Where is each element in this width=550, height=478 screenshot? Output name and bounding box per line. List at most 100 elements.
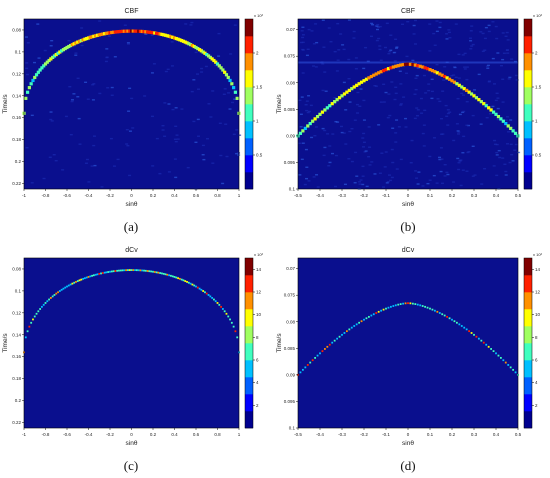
curve-point <box>58 50 62 54</box>
noise-cell <box>25 62 29 64</box>
noise-cell <box>424 92 428 94</box>
noise-cell <box>465 66 469 68</box>
curve-point <box>455 82 459 86</box>
noise-cell <box>503 163 507 165</box>
noise-cell <box>397 126 401 128</box>
curve-point <box>129 29 134 33</box>
curve-point <box>450 79 454 83</box>
colorbar-segment <box>524 121 532 139</box>
y-tick-label: 0.2 <box>15 398 22 403</box>
curve-point <box>124 29 128 33</box>
noise-cell <box>368 164 372 166</box>
noise-cell <box>393 60 397 62</box>
noise-cell <box>471 145 475 147</box>
noise-cell <box>91 99 95 101</box>
colorbar-segment <box>245 70 253 88</box>
noise-cell <box>170 65 174 67</box>
noise-cell <box>465 78 469 81</box>
noise-cell <box>465 170 469 172</box>
curve-point <box>513 131 518 135</box>
noise-cell <box>352 37 356 39</box>
noise-cell <box>192 120 196 123</box>
noise-cell <box>501 78 505 80</box>
noise-cell <box>315 174 319 176</box>
curve-point <box>203 51 207 55</box>
noise-cell <box>481 50 485 53</box>
noise-cell <box>450 74 454 77</box>
curve-point <box>380 309 383 312</box>
caption-d: (d) <box>400 458 416 473</box>
noise-cell <box>171 108 175 111</box>
curve-point <box>127 269 129 272</box>
colorbar-segment <box>524 53 532 71</box>
noise-cell <box>76 96 80 98</box>
curve-point <box>504 361 507 364</box>
curve-point <box>198 287 201 290</box>
noise-cell <box>485 65 489 67</box>
y-axis-label: Time/s <box>276 333 283 353</box>
curve-point <box>75 280 77 283</box>
noise-cell <box>36 23 40 25</box>
curve-point <box>506 124 510 128</box>
noise-cell <box>514 143 518 146</box>
curve-point <box>180 278 183 281</box>
curve-point <box>58 290 61 292</box>
noise-cell <box>370 161 374 163</box>
curve-point <box>174 36 178 41</box>
curve-point <box>73 281 76 284</box>
noise-cell <box>364 46 368 49</box>
noise-cell <box>484 26 488 29</box>
noise-cell <box>354 151 358 154</box>
noise-cell <box>453 66 457 69</box>
y-tick-label: 0.08 <box>286 319 295 324</box>
curve-point <box>61 48 66 52</box>
curve-point <box>91 274 93 277</box>
noise-cell <box>67 39 71 42</box>
curve-point <box>51 55 55 59</box>
noise-cell <box>458 113 462 116</box>
curve-point <box>34 73 39 77</box>
curve-point <box>33 75 37 80</box>
noise-cell <box>405 72 409 74</box>
noise-cell <box>343 183 347 186</box>
noise-cell <box>217 32 221 35</box>
x-tick-label: 0.4 <box>493 432 500 437</box>
noise-cell <box>494 25 498 28</box>
x-tick-label: -0.2 <box>106 432 114 437</box>
noise-cell <box>438 100 442 103</box>
noise-cell <box>54 159 58 162</box>
noise-cell <box>328 161 332 164</box>
curve-point <box>469 92 474 96</box>
curve-point <box>108 31 112 35</box>
noise-cell <box>445 171 449 174</box>
noise-cell <box>68 86 72 88</box>
noise-cell <box>435 20 439 22</box>
noise-cell <box>469 48 473 50</box>
noise-cell <box>356 112 360 114</box>
noise-cell <box>150 34 154 37</box>
curve-point <box>43 62 48 66</box>
curve-point <box>451 318 453 321</box>
noise-cell <box>468 37 472 39</box>
noise-cell <box>335 70 339 72</box>
noise-cell <box>219 154 223 157</box>
curve-point <box>501 119 505 123</box>
curve-point <box>49 297 52 299</box>
x-tick-label: 0.1 <box>427 193 434 198</box>
curve-point <box>137 29 141 33</box>
y-tick-label: 0.075 <box>284 54 296 59</box>
curve-point <box>144 30 148 34</box>
noise-cell <box>304 104 308 106</box>
y-tick-label: 0.07 <box>286 27 295 32</box>
colorbar-segment <box>245 292 253 310</box>
curve-point <box>345 330 348 333</box>
noise-cell <box>327 27 331 29</box>
curve-point <box>100 272 102 275</box>
noise-cell <box>505 143 509 145</box>
noise-cell <box>501 58 505 61</box>
curve-point <box>480 339 483 342</box>
y-axis-label: Time/s <box>276 94 283 114</box>
plot-area <box>24 19 239 189</box>
x-tick-label: -0.8 <box>42 432 50 437</box>
curve-point <box>470 332 473 334</box>
